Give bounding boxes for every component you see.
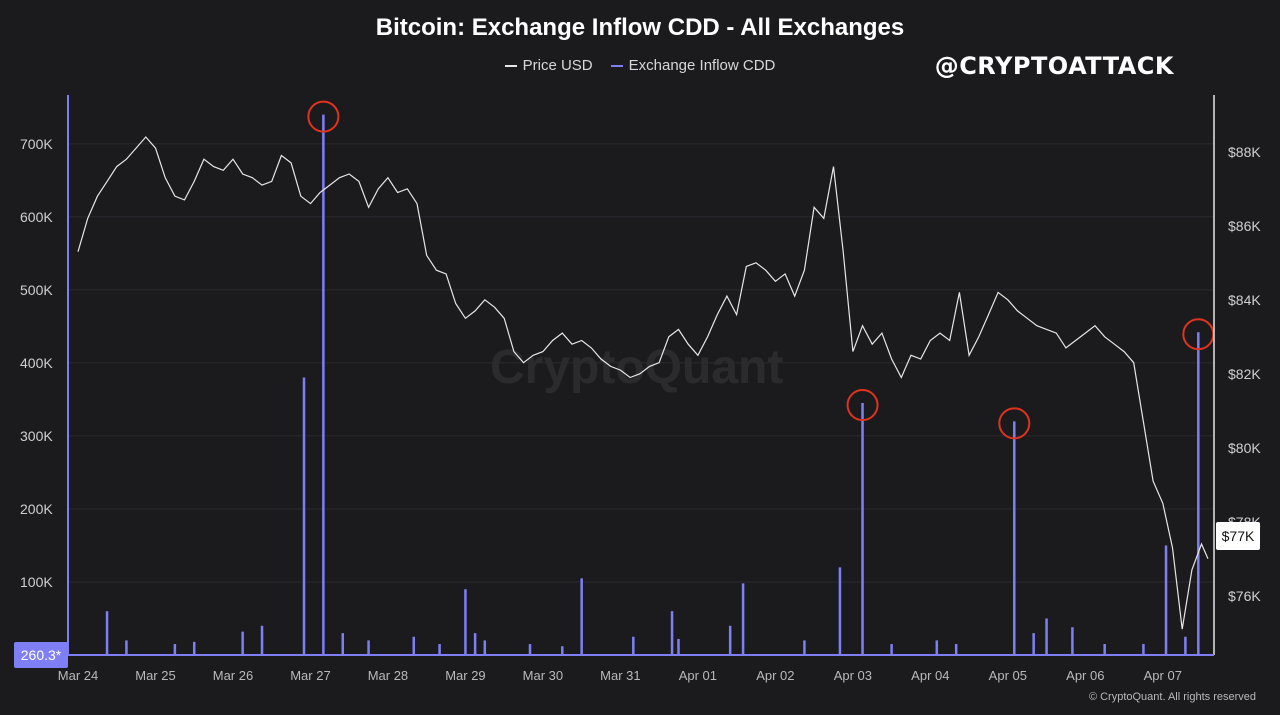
right-tick-label: $84K [1228, 292, 1261, 308]
x-tick-label: Mar 24 [58, 668, 98, 683]
highlight-circle [307, 100, 340, 133]
right-tick-label: $82K [1228, 366, 1261, 382]
cdd-series [105, 114, 1200, 655]
left-tick-label: 100K [20, 574, 53, 590]
x-axis-ticks: Mar 24 Mar 25 Mar 26 Mar 27 Mar 28 Mar 29 Mar … [58, 668, 1182, 683]
left-tick-label: 200K [20, 501, 53, 517]
x-tick-label: Mar 25 [135, 668, 175, 683]
author-watermark: @CRYPTOATTACK [934, 52, 1174, 80]
price-series-line [77, 136, 1209, 630]
brand-watermark: CryptoQuant [490, 341, 784, 394]
right-current-value-badge: $77K [1216, 522, 1260, 550]
x-tick-label: Mar 29 [445, 668, 485, 683]
left-axis-ticks: 100K 200K 300K 400K 500K 600K 700K [20, 136, 53, 590]
x-tick-label: Apr 05 [989, 668, 1027, 683]
x-tick-label: Mar 26 [213, 668, 253, 683]
x-tick-label: Mar 28 [368, 668, 408, 683]
right-axis-ticks: $76K$78K$80K$82K$84K$86K$88K [1228, 144, 1261, 604]
left-tick-label: 600K [20, 209, 53, 225]
x-tick-label: Mar 31 [600, 668, 640, 683]
right-tick-label: $86K [1228, 218, 1261, 234]
right-current-value-bg [1216, 522, 1260, 550]
legend-swatch-cdd [610, 64, 623, 67]
gridlines [68, 143, 1214, 583]
legend-swatch-price [504, 64, 517, 67]
legend-label-price: Price USD [522, 57, 593, 74]
x-tick-label: Apr 04 [911, 668, 949, 683]
left-tick-label: 300K [20, 428, 53, 444]
highlight-circle [998, 407, 1031, 440]
x-tick-label: Apr 06 [1066, 668, 1104, 683]
x-tick-label: Mar 30 [523, 668, 563, 683]
x-tick-label: Apr 07 [1144, 668, 1182, 683]
left-tick-label: 500K [20, 282, 53, 298]
left-tick-label: 700K [20, 136, 53, 152]
highlight-circle [846, 389, 879, 422]
right-tick-label: $88K [1228, 144, 1261, 160]
x-tick-label: Apr 02 [756, 668, 794, 683]
legend-item-price[interactable]: Price USD [504, 57, 593, 74]
highlight-circles [307, 100, 1215, 440]
right-tick-label: $80K [1228, 440, 1261, 456]
legend: Price USD Exchange Inflow CDD [0, 57, 1280, 74]
x-tick-label: Apr 03 [834, 668, 872, 683]
left-current-value-bg [14, 642, 68, 668]
left-current-value-badge: 260.3* [14, 642, 68, 668]
right-current-value-label: $77K [1222, 528, 1255, 544]
x-tick-label: Mar 27 [290, 668, 330, 683]
chart-title: Bitcoin: Exchange Inflow CDD - All Excha… [375, 14, 905, 41]
legend-item-cdd[interactable]: Exchange Inflow CDD [610, 57, 776, 74]
left-current-value-label: 260.3* [21, 647, 62, 663]
right-tick-label: $76K [1228, 588, 1261, 604]
legend-label-cdd: Exchange Inflow CDD [628, 57, 776, 74]
left-tick-label: 400K [20, 355, 53, 371]
x-tick-label: Apr 01 [679, 668, 717, 683]
copyright-notice: © CryptoQuant. All rights reserved [1088, 691, 1256, 703]
